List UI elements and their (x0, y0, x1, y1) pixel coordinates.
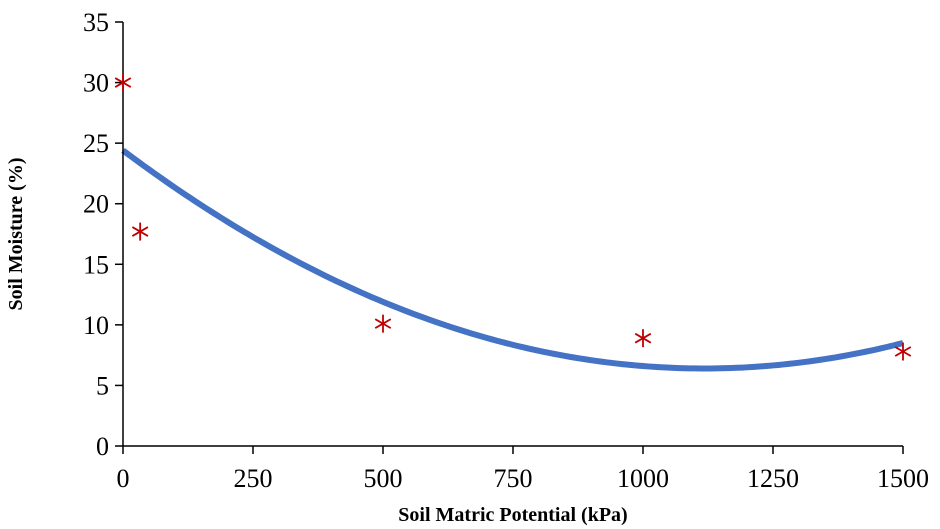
y-tick-label: 35 (83, 8, 109, 37)
data-point (114, 73, 132, 92)
x-ticks: 0 250 500 750 1000 1250 1500 (117, 446, 929, 493)
y-tick-label: 30 (83, 69, 109, 98)
x-axis-title: Soil Matric Potential (kPa) (398, 504, 627, 526)
x-tick-label: 250 (234, 464, 273, 493)
axes (122, 22, 903, 447)
y-axis-title: Soil Moisture (%) (5, 158, 27, 311)
trendline (121, 148, 904, 372)
y-tick-label: 5 (96, 371, 109, 400)
trendline-layer (121, 148, 904, 372)
y-tick-label: 20 (83, 190, 109, 219)
x-tick-label: 500 (364, 464, 403, 493)
data-point (894, 342, 912, 361)
y-tick-label: 0 (96, 432, 109, 461)
data-points (114, 73, 912, 361)
y-ticks: 0 5 10 15 20 25 30 35 (83, 8, 123, 461)
data-point (634, 329, 652, 348)
data-point (131, 222, 149, 241)
x-tick-label: 1250 (747, 464, 799, 493)
x-tick-label: 750 (494, 464, 533, 493)
x-tick-label: 0 (117, 464, 130, 493)
y-tick-label: 10 (83, 311, 109, 340)
x-tick-label: 1000 (617, 464, 669, 493)
y-tick-label: 15 (83, 250, 109, 279)
y-tick-label: 25 (83, 129, 109, 158)
data-point (374, 314, 392, 333)
x-tick-label: 1500 (877, 464, 929, 493)
